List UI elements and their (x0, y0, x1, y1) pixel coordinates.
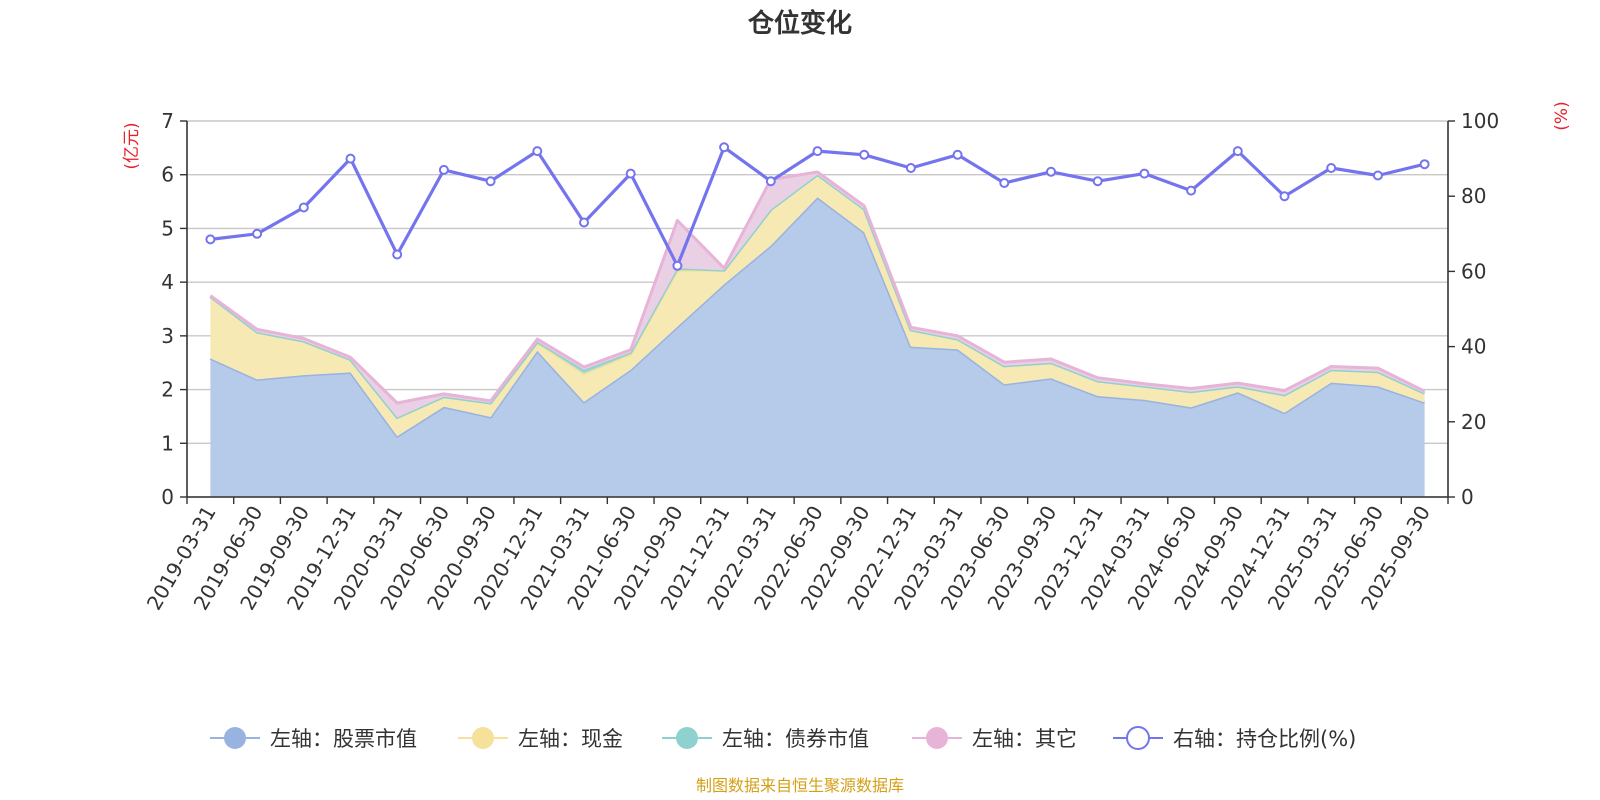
legend-label: 左轴：现金 (518, 727, 623, 751)
holding-ratio-point (579, 217, 589, 228)
holding-ratio-point (1419, 159, 1430, 170)
right-tick-label: 40 (1461, 335, 1486, 359)
holding-ratio-point (298, 202, 309, 213)
holding-ratio-point (1372, 170, 1383, 181)
holding-ratio-point (1186, 185, 1197, 196)
right-tick-label: 80 (1461, 184, 1486, 208)
holding-ratio-line (205, 142, 1430, 271)
left-axis-unit: (亿元) (122, 122, 142, 169)
legend-label: 左轴：债券市值 (722, 727, 869, 751)
left-tick-label: 7 (161, 109, 174, 133)
holding-ratio-point (345, 153, 356, 164)
holding-ratio-point (252, 228, 263, 239)
holding-ratio-point (485, 176, 496, 187)
holding-ratio-point (392, 249, 403, 260)
holding-ratio-point (1232, 146, 1243, 157)
left-tick-label: 6 (161, 163, 174, 187)
right-tick-label: 100 (1461, 109, 1499, 133)
legend: 左轴：股票市值 左轴：现金 左轴：债券市值 左轴：其它 右轴：持仓比例(%) (210, 726, 1356, 751)
holding-ratio-point (1092, 176, 1103, 187)
right-tick-label: 60 (1461, 259, 1486, 283)
legend-label: 左轴：其它 (972, 727, 1077, 751)
left-tick-label: 5 (161, 216, 174, 240)
holding-ratio-point (532, 146, 543, 157)
legend-swatch-marker (926, 727, 948, 749)
holding-ratio-point (1046, 166, 1056, 177)
chart-title: 仓位变化 (747, 8, 852, 39)
holding-ratio-point (205, 234, 216, 245)
holding-ratio-point (859, 149, 870, 160)
legend-item: 左轴：其它 (912, 727, 1077, 751)
right-tick-label: 0 (1461, 485, 1474, 509)
legend-item: 左轴：现金 (458, 727, 623, 751)
left-tick-label: 1 (161, 431, 174, 455)
right-tick-label: 20 (1461, 410, 1486, 434)
holding-ratio-point (625, 168, 636, 179)
holding-ratio-point (1326, 163, 1337, 173)
holding-ratio-point (999, 178, 1010, 188)
holding-ratio-point (672, 260, 683, 271)
legend-item: 右轴：持仓比例(%) (1113, 726, 1356, 751)
data-source-note: 制图数据来自恒生聚源数据库 (696, 776, 904, 795)
holding-ratio-point (438, 164, 449, 175)
legend-label: 左轴：股票市值 (270, 727, 417, 751)
legend-swatch-marker (224, 727, 246, 749)
area-series-0 (210, 197, 1425, 498)
left-tick-label: 0 (161, 485, 174, 509)
legend-swatch-marker (1126, 726, 1150, 750)
holding-ratio-point (765, 176, 776, 187)
left-tick-label: 2 (161, 378, 174, 402)
legend-item: 左轴：债券市值 (662, 727, 869, 751)
left-tick-label: 4 (161, 270, 174, 294)
legend-swatch-marker (472, 727, 494, 749)
legend-label: 右轴：持仓比例(%) (1173, 727, 1356, 751)
stacked-areas (209, 170, 1426, 498)
holding-ratio-point (812, 146, 823, 157)
holding-ratio-point (1139, 168, 1150, 179)
legend-swatch-marker (676, 727, 698, 749)
holding-ratio-point (905, 163, 916, 173)
right-axis-unit: (%) (1552, 101, 1572, 130)
holding-ratio-point (1279, 191, 1290, 202)
holding-ratio-point (719, 142, 730, 153)
legend-item: 左轴：股票市值 (210, 727, 417, 751)
area-series-edge-3 (209, 170, 1426, 405)
left-tick-label: 3 (161, 324, 174, 348)
holding-ratio-point (952, 149, 963, 160)
